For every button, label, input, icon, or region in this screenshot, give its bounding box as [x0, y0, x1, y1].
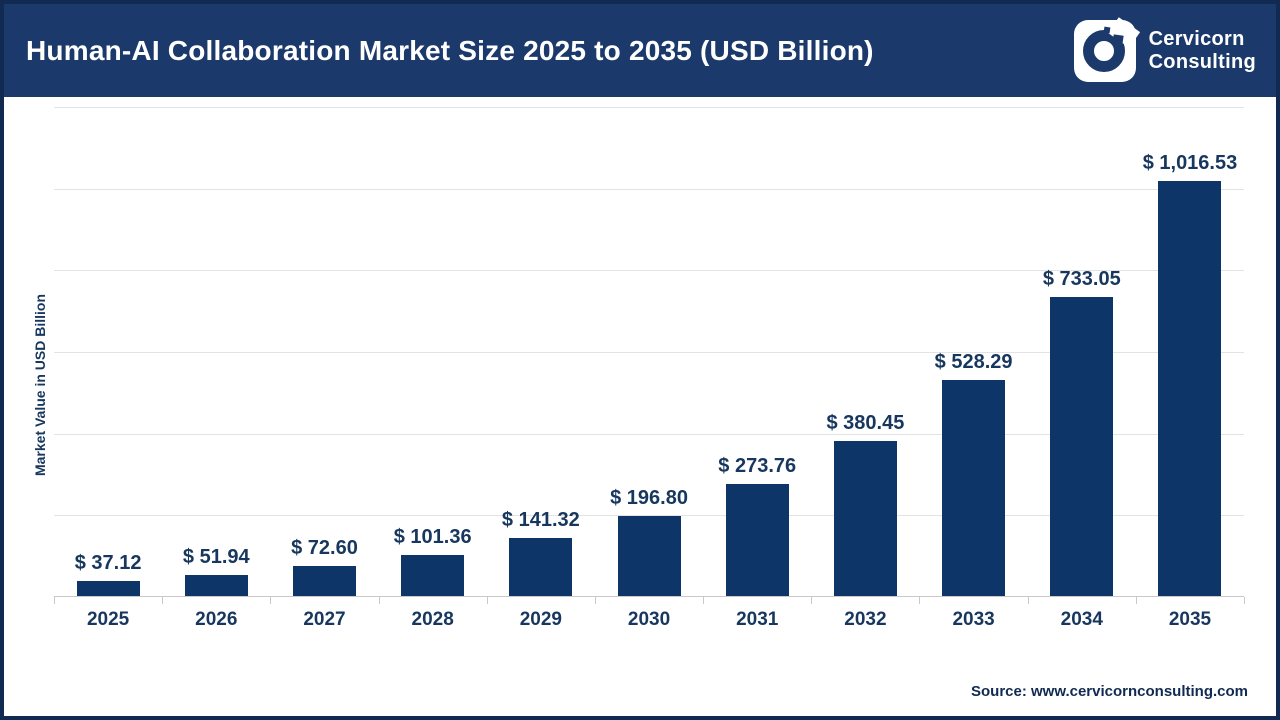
- bar-2030: [617, 515, 681, 596]
- page-title: Human-AI Collaboration Market Size 2025 …: [26, 34, 874, 66]
- bar-value-label-2026: $ 51.94: [182, 545, 250, 568]
- x-axis-label-2031: 2031: [736, 609, 779, 630]
- bar-2035: [1158, 180, 1222, 596]
- logo-c-ring: [1082, 29, 1125, 72]
- bar-value-label-2031: $ 273.76: [718, 455, 797, 478]
- bar-column-2025: $ 37.12: [54, 107, 162, 596]
- bar-column-2027: $ 72.60: [270, 107, 378, 596]
- gridline-1200: [54, 107, 1244, 108]
- bar-2026: [184, 574, 248, 596]
- x-axis-label-2032: 2032: [844, 609, 887, 630]
- x-axis-ticks: [54, 597, 1245, 604]
- cervicorn-logo-icon: [1073, 16, 1140, 82]
- axis-tick: [486, 597, 488, 604]
- plot-area: $ 37.12 $ 51.94 $ 72.60 $ 101.36 $ 141.32 $ 1…: [54, 107, 1244, 597]
- axis-tick: [1135, 597, 1137, 604]
- axis-tick: [162, 597, 164, 604]
- axis-tick: [1027, 597, 1029, 604]
- axis-tick: [378, 597, 380, 604]
- axis-tick: [811, 597, 813, 604]
- bar-value-label-2032: $ 380.45: [826, 411, 905, 434]
- gridline-1000: [54, 188, 1244, 190]
- bar-2032: [833, 440, 897, 596]
- bars-row: $ 37.12 $ 51.94 $ 72.60 $ 101.36 $ 141.32 $ 1…: [54, 107, 1244, 596]
- bar-value-label-2028: $ 101.36: [393, 525, 472, 548]
- bar-value-label-2027: $ 72.60: [291, 537, 358, 560]
- bar-value-label-2035: $ 1,016.53: [1142, 151, 1238, 174]
- axis-tick: [54, 597, 55, 604]
- axis-tick: [1244, 597, 1245, 604]
- bar-column-2031: $ 273.76: [703, 107, 811, 596]
- bar-2028: [401, 554, 465, 596]
- x-axis-label-2030: 2030: [627, 609, 671, 630]
- bar-value-label-2034: $ 733.05: [1042, 267, 1121, 290]
- bar-column-2034: $ 733.05: [1028, 107, 1136, 596]
- brand-logo: Cervicorn Consulting: [1073, 16, 1256, 82]
- axis-tick: [594, 597, 596, 604]
- axis-tick: [919, 597, 921, 604]
- bar-2034: [1050, 296, 1114, 596]
- bar-column-2035: $ 1,016.53: [1136, 107, 1244, 596]
- bar-2027: [292, 566, 356, 596]
- bar-2033: [942, 380, 1006, 596]
- logo-square-small: [1103, 26, 1110, 33]
- bar-column-2029: $ 141.32: [487, 107, 595, 596]
- axis-tick: [703, 597, 705, 604]
- logo-text-line2: Consulting: [1148, 50, 1256, 73]
- bar-column-2033: $ 528.29: [920, 107, 1028, 596]
- x-axis-label-2025: 2025: [86, 609, 130, 630]
- axis-tick: [270, 597, 272, 604]
- gridline-800: [54, 270, 1244, 272]
- bar-value-label-2030: $ 196.80: [610, 486, 688, 509]
- x-axis-label-2029: 2029: [519, 609, 562, 630]
- gridline-400: [54, 433, 1244, 435]
- bar-2025: [76, 580, 140, 596]
- bar-column-2030: $ 196.80: [595, 107, 703, 596]
- x-axis-label-2034: 2034: [1060, 609, 1103, 630]
- bar-value-label-2029: $ 141.32: [501, 509, 580, 532]
- bar-column-2028: $ 101.36: [379, 107, 487, 596]
- header-bar: Human-AI Collaboration Market Size 2025 …: [4, 4, 1276, 97]
- logo-text-line1: Cervicorn: [1148, 27, 1245, 50]
- x-axis-labels: 2025 2026 2027 2028 2029 2030 2031 2032 2033 2034…: [54, 609, 1244, 631]
- source-text: Source: www.cervicornconsulting.com: [970, 683, 1248, 700]
- bar-column-2032: $ 380.45: [811, 107, 919, 596]
- y-axis-label: Market Value in USD Billion: [32, 293, 48, 477]
- bar-2031: [725, 484, 789, 596]
- logo-square-large: [1111, 33, 1124, 46]
- gridline-600: [54, 352, 1244, 353]
- bar-value-label-2025: $ 37.12: [74, 551, 142, 574]
- x-axis-label-2033: 2033: [952, 609, 995, 630]
- bar-column-2026: $ 51.94: [162, 107, 270, 596]
- bar-2029: [509, 538, 573, 596]
- logo-text: Cervicorn Consulting: [1149, 28, 1256, 74]
- x-axis-label-2026: 2026: [195, 609, 238, 630]
- bar-value-label-2033: $ 528.29: [934, 351, 1013, 374]
- x-axis-label-2035: 2035: [1168, 609, 1212, 630]
- chart-area: Market Value in USD Billion $ 37.12 $ 51.…: [4, 97, 1276, 716]
- x-axis-label-2028: 2028: [411, 609, 454, 630]
- x-axis-label-2027: 2027: [303, 609, 346, 630]
